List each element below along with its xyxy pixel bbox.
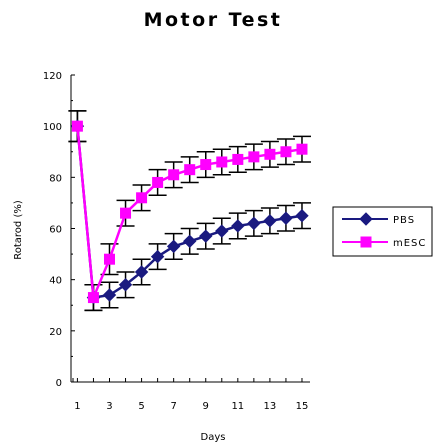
data-point <box>199 229 213 243</box>
data-point <box>87 292 99 304</box>
legend: PBS mESC <box>332 206 433 257</box>
data-point <box>263 214 277 228</box>
data-point <box>118 278 133 292</box>
data-point <box>232 153 244 165</box>
x-tick-label: 15 <box>296 401 309 412</box>
x-tick-label: 3 <box>106 401 112 412</box>
plot-area <box>68 110 311 312</box>
data-point <box>200 159 212 171</box>
data-point <box>134 265 149 279</box>
data-point <box>279 211 293 225</box>
y-tick-label: 80 <box>49 173 62 184</box>
data-point <box>215 224 229 238</box>
series-errorbars-pbs <box>68 110 311 312</box>
data-point <box>184 164 196 176</box>
data-point <box>166 239 181 254</box>
y-tick-label: 60 <box>49 225 62 236</box>
data-point <box>296 143 308 155</box>
y-tick-label: 40 <box>49 276 62 287</box>
data-point <box>71 120 83 132</box>
data-point <box>103 253 115 265</box>
legend-label-pbs: PBS <box>393 215 415 226</box>
data-point <box>102 288 117 302</box>
data-point <box>280 146 292 158</box>
data-point <box>264 148 276 160</box>
y-tick-label: 100 <box>43 122 62 133</box>
y-tick-label: 0 <box>56 378 62 389</box>
data-point <box>248 151 260 163</box>
x-tick-label: 9 <box>203 401 209 412</box>
legend-marker-pbs <box>359 212 373 226</box>
series-errorbars-mesc <box>68 110 311 312</box>
legend-label-mesc: mESC <box>393 238 426 249</box>
x-axis-label: Days <box>201 432 226 443</box>
data-point <box>168 169 180 181</box>
data-point <box>182 234 197 248</box>
data-point <box>152 176 164 188</box>
data-point <box>120 207 132 219</box>
data-point <box>231 219 245 233</box>
data-point <box>150 249 165 264</box>
x-tick-label: 7 <box>170 401 176 412</box>
chart-title: Motor Test <box>144 9 283 31</box>
data-point <box>295 209 309 223</box>
legend-marker-mesc <box>360 236 372 248</box>
x-tick-label: 5 <box>138 401 144 412</box>
y-axis-label: Rotarod (%) <box>13 200 24 260</box>
data-point <box>216 156 228 168</box>
y-tick-label: 20 <box>49 327 62 338</box>
data-point <box>247 216 261 231</box>
series-mesc <box>71 120 308 304</box>
x-tick-label: 1 <box>74 401 80 412</box>
series-pbs <box>70 119 309 305</box>
x-tick-label: 11 <box>231 401 244 412</box>
x-tick-label: 13 <box>264 401 277 412</box>
legend-box <box>332 206 433 257</box>
y-tick-label: 120 <box>43 71 62 82</box>
data-point <box>136 192 148 204</box>
